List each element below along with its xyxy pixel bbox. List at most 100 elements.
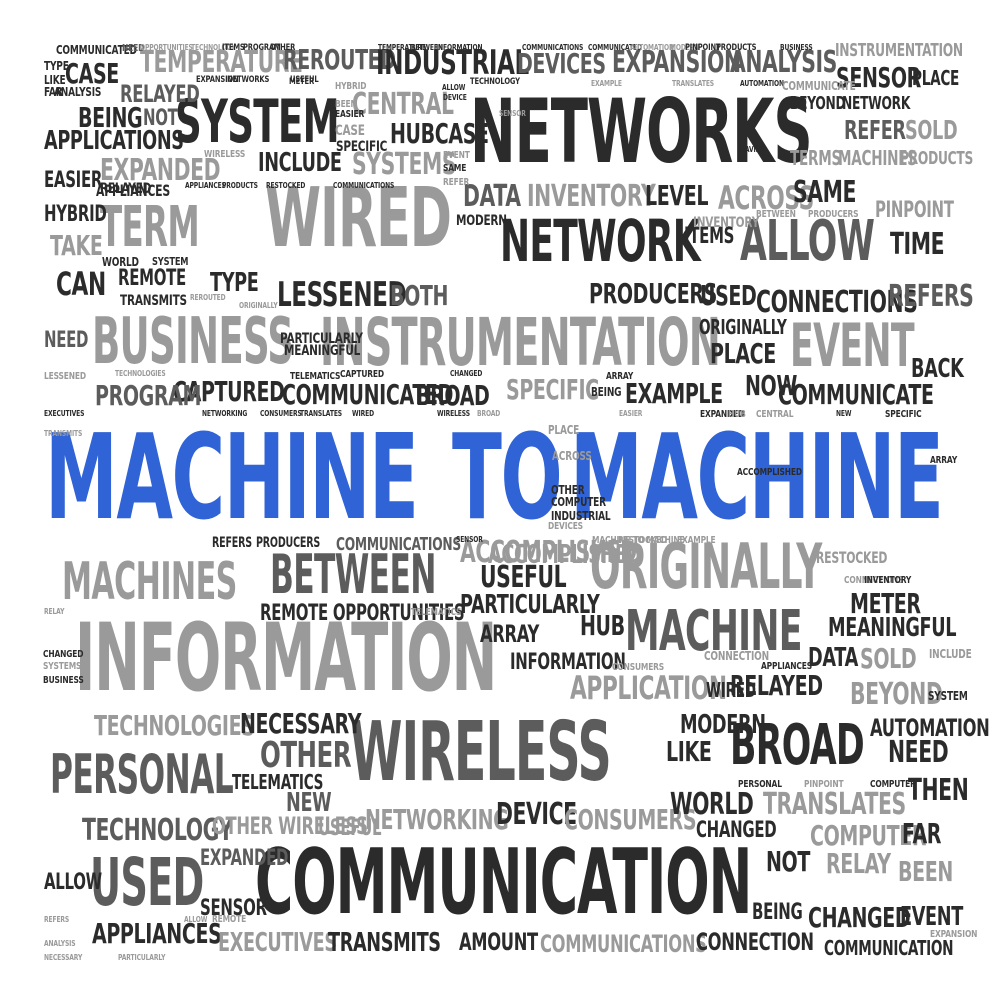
medium-word: INVENTORY — [527, 179, 656, 214]
medium-word: EXECUTIVES — [218, 928, 337, 958]
large-word: BROAD — [730, 713, 865, 778]
small-word: SAME — [443, 163, 467, 174]
small-word: BROAD — [477, 409, 501, 418]
small-word: TEMPERATURE — [378, 43, 426, 52]
large-word: ORIGINALLY — [590, 530, 822, 603]
small-word: COMMUNICATIONS — [333, 181, 395, 190]
large-word: WIRELESS — [350, 705, 612, 800]
small-word: PLACE — [548, 423, 580, 437]
small-word: ACROSS — [552, 449, 592, 463]
small-word: RESTOCKED — [618, 535, 668, 546]
small-word: LESSENED — [44, 371, 86, 382]
medium-word: REROUTED — [283, 43, 396, 76]
small-word: COMMUNICATE — [782, 79, 856, 93]
small-word: PROGRAM — [243, 43, 281, 53]
medium-word: ACROSS — [718, 179, 814, 217]
medium-word: ACCOMPLISHED — [460, 535, 637, 570]
large-word: NETWORKS — [470, 80, 813, 183]
small-word: OPPORTUNITIES — [140, 43, 193, 52]
small-word: ARRAY — [930, 455, 958, 466]
medium-word: USED — [700, 279, 757, 312]
medium-word: EVENT — [900, 902, 963, 932]
small-word: CONSUMERS — [260, 409, 302, 418]
large-word: SYSTEM — [175, 87, 340, 157]
small-word: EASIER — [335, 109, 365, 120]
small-word: TRANSMITS — [120, 293, 187, 309]
medium-word: PRODUCERS — [256, 535, 321, 551]
medium-word: TEMPERATURE — [140, 45, 303, 80]
medium-word: PARTICULARLY — [460, 590, 600, 620]
medium-word: LEVEL — [645, 179, 709, 212]
medium-word: AMOUNT — [459, 928, 538, 956]
medium-word: HYBRID — [44, 202, 107, 227]
small-word: RESTOCKED — [266, 181, 306, 190]
small-word: REMOTE — [212, 914, 247, 925]
medium-word: PINPOINT — [875, 198, 954, 223]
small-word: FAR — [44, 85, 63, 99]
large-word: BETWEEN — [270, 543, 436, 606]
small-word: CHANGED — [43, 649, 84, 660]
small-word: NECESSARY — [44, 953, 83, 962]
medium-word: SENSOR — [200, 896, 267, 921]
small-word: PARTICULARLY — [280, 331, 363, 347]
small-word: BUSINESS — [43, 675, 84, 686]
medium-word: PLACE — [710, 337, 776, 370]
medium-word: MACHINES — [838, 146, 917, 170]
small-word: WIRELESS — [204, 149, 246, 160]
medium-word: COMMUNICATIONS — [336, 534, 461, 555]
small-word: TYPE — [44, 59, 69, 73]
small-word: TELEMATICS — [290, 371, 341, 382]
small-word: ALLOW — [184, 915, 208, 924]
medium-word: COMMUNICATION — [824, 936, 954, 960]
medium-word: NETWORKING — [365, 803, 509, 836]
medium-word: LESSENED — [277, 275, 407, 315]
large-word: INFORMATION — [75, 604, 497, 713]
medium-word: PROGRAM — [95, 379, 202, 412]
medium-word: BROAD — [416, 379, 490, 412]
medium-word: NOW — [745, 369, 797, 402]
large-word: COMMUNICATION — [255, 830, 752, 935]
medium-word: BEING — [752, 900, 803, 925]
medium-word: SYSTEMS — [352, 147, 457, 182]
medium-word: INSTRUMENTATION — [835, 40, 963, 61]
small-word: OTHER — [270, 43, 296, 53]
small-word: NEW — [836, 409, 852, 418]
medium-word: BOTH — [390, 279, 449, 312]
medium-word: APPLICATIONS — [44, 126, 184, 156]
small-word: BETWEEN — [411, 43, 443, 52]
to-highlight-word: TO — [452, 408, 563, 546]
small-word: HAVING — [740, 145, 766, 154]
medium-word: PRODUCERS — [589, 277, 717, 310]
small-word: DEVICES — [548, 521, 583, 532]
small-word: PERSONAL — [738, 779, 782, 790]
medium-word: NEW — [286, 788, 332, 818]
medium-word: NEED — [888, 735, 949, 770]
medium-word: CHANGED — [696, 818, 777, 843]
medium-word: COMPUTER — [810, 819, 927, 852]
medium-word: CAN — [56, 265, 106, 303]
small-word: OTHER — [551, 483, 585, 497]
small-word: HUB — [728, 409, 746, 420]
large-word: MACHINE — [625, 599, 802, 664]
medium-word: AUTOMATION — [870, 714, 990, 742]
medium-word: RELAY — [826, 847, 891, 880]
small-word: TECHNOLOGY — [191, 43, 236, 52]
large-word: INSTRUMENTATION — [320, 304, 721, 381]
small-word: PARTICULARLY — [118, 953, 166, 962]
small-word: PRODUCTS — [222, 181, 258, 190]
medium-word: DEVICES — [517, 47, 606, 80]
small-word: RELAYED — [100, 181, 152, 197]
medium-word: USEFUL — [318, 816, 382, 841]
small-word: WIRED — [352, 409, 374, 418]
small-word: EXECUTIVES — [44, 409, 85, 418]
medium-word: CHANGED — [808, 901, 911, 934]
medium-word: LIKE — [666, 735, 712, 768]
medium-word: ACCOMPLISHED — [488, 540, 642, 570]
medium-word: NETWORK — [842, 93, 911, 114]
small-word: SYSTEM — [928, 689, 968, 703]
medium-word: DEVICE — [496, 797, 577, 832]
medium-word: BACK — [911, 354, 964, 384]
small-word: BETWEEN — [756, 209, 796, 220]
medium-word: NECESSARY — [240, 707, 362, 740]
small-word: ACCOMPLISHED — [737, 467, 802, 478]
